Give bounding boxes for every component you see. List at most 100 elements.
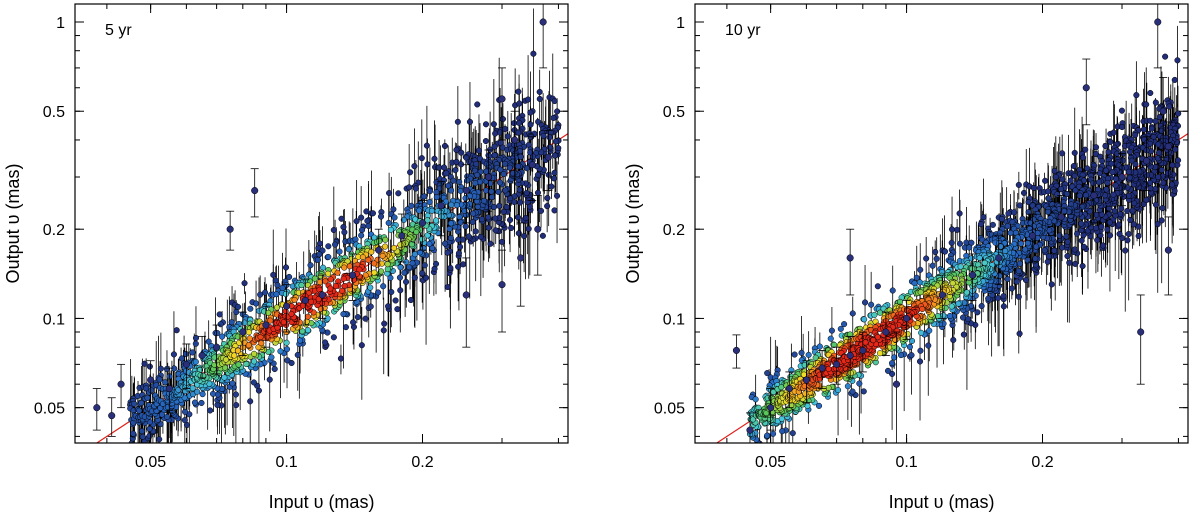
outlier-point	[318, 291, 326, 299]
data-point	[546, 144, 553, 151]
data-point	[1095, 179, 1103, 186]
data-point	[358, 232, 365, 239]
data-point	[1015, 267, 1022, 275]
data-point	[1169, 181, 1176, 188]
data-point	[916, 358, 924, 365]
data-point	[1011, 209, 1018, 216]
data-point	[1126, 148, 1134, 155]
data-point	[551, 97, 558, 105]
outlier-point	[802, 376, 810, 384]
data-point	[457, 243, 464, 250]
data-point	[447, 264, 454, 271]
data-point	[1147, 89, 1154, 97]
data-point	[954, 226, 961, 233]
data-point	[1025, 198, 1032, 206]
data-point	[250, 358, 258, 365]
data-point	[485, 214, 492, 221]
data-point	[1102, 142, 1109, 150]
data-point	[440, 164, 448, 171]
data-point	[1051, 247, 1058, 254]
data-point	[397, 241, 404, 248]
data-point	[382, 243, 389, 250]
data-point	[356, 266, 363, 273]
data-point	[247, 398, 254, 405]
data-point	[1061, 208, 1068, 215]
data-point	[495, 188, 502, 195]
data-point	[170, 351, 177, 358]
data-point	[255, 344, 262, 351]
outlier-point	[498, 95, 506, 103]
data-point	[457, 219, 464, 226]
data-point	[1162, 53, 1169, 60]
data-point	[508, 224, 515, 232]
data-point	[492, 130, 499, 137]
data-point	[464, 177, 471, 184]
data-point	[918, 329, 925, 336]
data-point	[1152, 99, 1159, 106]
data-point	[472, 180, 479, 187]
data-point	[403, 278, 410, 285]
data-point	[454, 118, 461, 125]
data-point	[282, 290, 289, 298]
data-point	[507, 216, 514, 224]
data-point	[521, 233, 528, 240]
data-point	[552, 138, 560, 145]
data-point	[407, 169, 414, 176]
data-point	[282, 264, 290, 271]
data-point	[412, 185, 419, 192]
data-point	[156, 376, 163, 383]
data-point	[1084, 165, 1091, 172]
data-point	[537, 207, 545, 214]
data-point	[1064, 253, 1071, 260]
data-point	[492, 227, 499, 234]
data-point	[1122, 247, 1129, 254]
data-point	[1071, 172, 1078, 180]
data-point	[207, 407, 214, 414]
data-point	[472, 228, 479, 235]
data-point	[1104, 179, 1111, 186]
data-point	[1155, 141, 1162, 148]
data-point	[1079, 263, 1086, 270]
data-point	[815, 402, 823, 409]
data-point	[330, 226, 337, 234]
data-point	[1048, 281, 1055, 288]
data-point	[523, 189, 530, 196]
outlier-point	[785, 385, 793, 393]
data-point	[956, 240, 964, 247]
data-point	[1125, 230, 1132, 238]
data-point	[985, 295, 992, 302]
data-point	[550, 175, 558, 182]
data-point	[409, 260, 416, 267]
data-point	[1072, 260, 1079, 267]
outlier-point	[882, 328, 890, 336]
data-point	[517, 199, 524, 206]
data-point	[950, 336, 957, 344]
data-point	[277, 348, 284, 355]
outlier-point	[375, 246, 383, 254]
data-point	[504, 133, 511, 140]
data-point	[1063, 190, 1070, 198]
data-point	[798, 349, 805, 356]
data-point	[247, 305, 254, 312]
data-point	[450, 177, 457, 184]
data-point	[1016, 202, 1023, 209]
data-point	[379, 252, 386, 259]
data-point	[1126, 174, 1133, 181]
data-point	[1071, 246, 1078, 253]
outlier-point	[1164, 246, 1172, 254]
data-point	[1020, 189, 1028, 196]
data-point	[144, 394, 151, 401]
data-point	[1008, 285, 1015, 292]
data-point	[137, 446, 143, 452]
data-point	[837, 325, 844, 332]
y-tick-label: 1	[676, 15, 685, 32]
data-point	[261, 289, 269, 296]
data-point	[514, 163, 522, 170]
data-point	[406, 264, 413, 271]
data-point	[338, 215, 345, 222]
y-tick-label: 0.05	[654, 401, 685, 418]
data-point	[283, 346, 291, 353]
data-point	[469, 218, 476, 225]
data-point	[353, 298, 360, 305]
data-point	[891, 354, 898, 361]
